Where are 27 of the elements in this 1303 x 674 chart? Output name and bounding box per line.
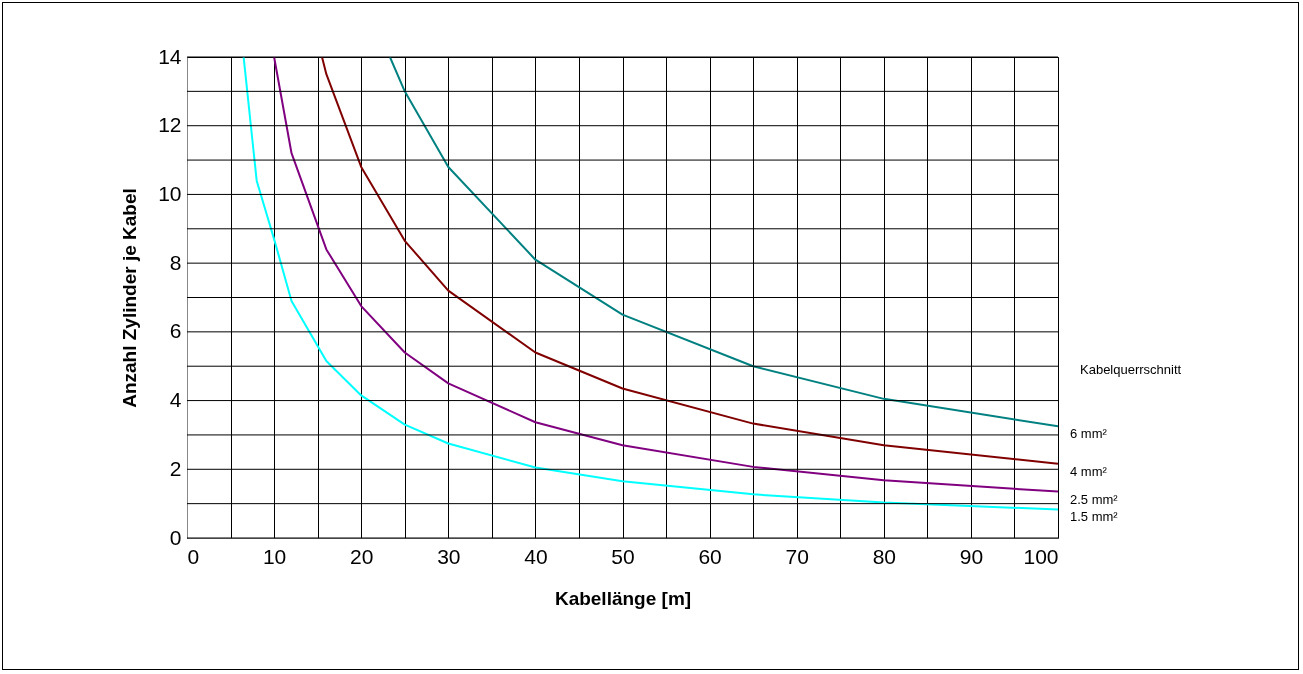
y-tick-label: 12 [158, 113, 182, 137]
line-series [388, 57, 1058, 428]
x-axis-title: Kabellänge [m] [554, 587, 692, 609]
series-label: 1.5 mm² [1070, 509, 1119, 525]
x-tick-label: 90 [959, 544, 984, 568]
y-tick-label: 4 [169, 388, 182, 412]
y-tick-label: 0 [169, 525, 182, 549]
y-tick-label: 2 [169, 456, 182, 480]
x-tick-label: 20 [350, 544, 374, 568]
x-tick-label: 30 [437, 544, 461, 568]
series-label: 4 mm² [1070, 463, 1108, 479]
y-tick-label: 14 [158, 44, 182, 68]
x-tick-label: 40 [524, 544, 548, 568]
legend-title: Kabelquerrschnitt [1080, 362, 1182, 377]
x-tick-label: 70 [785, 544, 809, 568]
x-tick-label: 80 [872, 544, 896, 568]
x-tick-label: 50 [611, 544, 635, 568]
y-axis-title: Anzahl Zylinder je Kabel [119, 188, 141, 408]
y-tick-label: 6 [169, 319, 182, 343]
x-tick-label: 100 [1023, 544, 1059, 568]
series-label: 6 mm² [1070, 426, 1108, 442]
x-tick-label: 10 [262, 544, 287, 568]
y-tick-label: 10 [158, 181, 182, 205]
x-tick-label: 0 [187, 544, 200, 568]
series-label: 2.5 mm² [1070, 491, 1119, 507]
x-tick-label: 60 [698, 544, 722, 568]
y-tick-label: 8 [169, 250, 182, 274]
